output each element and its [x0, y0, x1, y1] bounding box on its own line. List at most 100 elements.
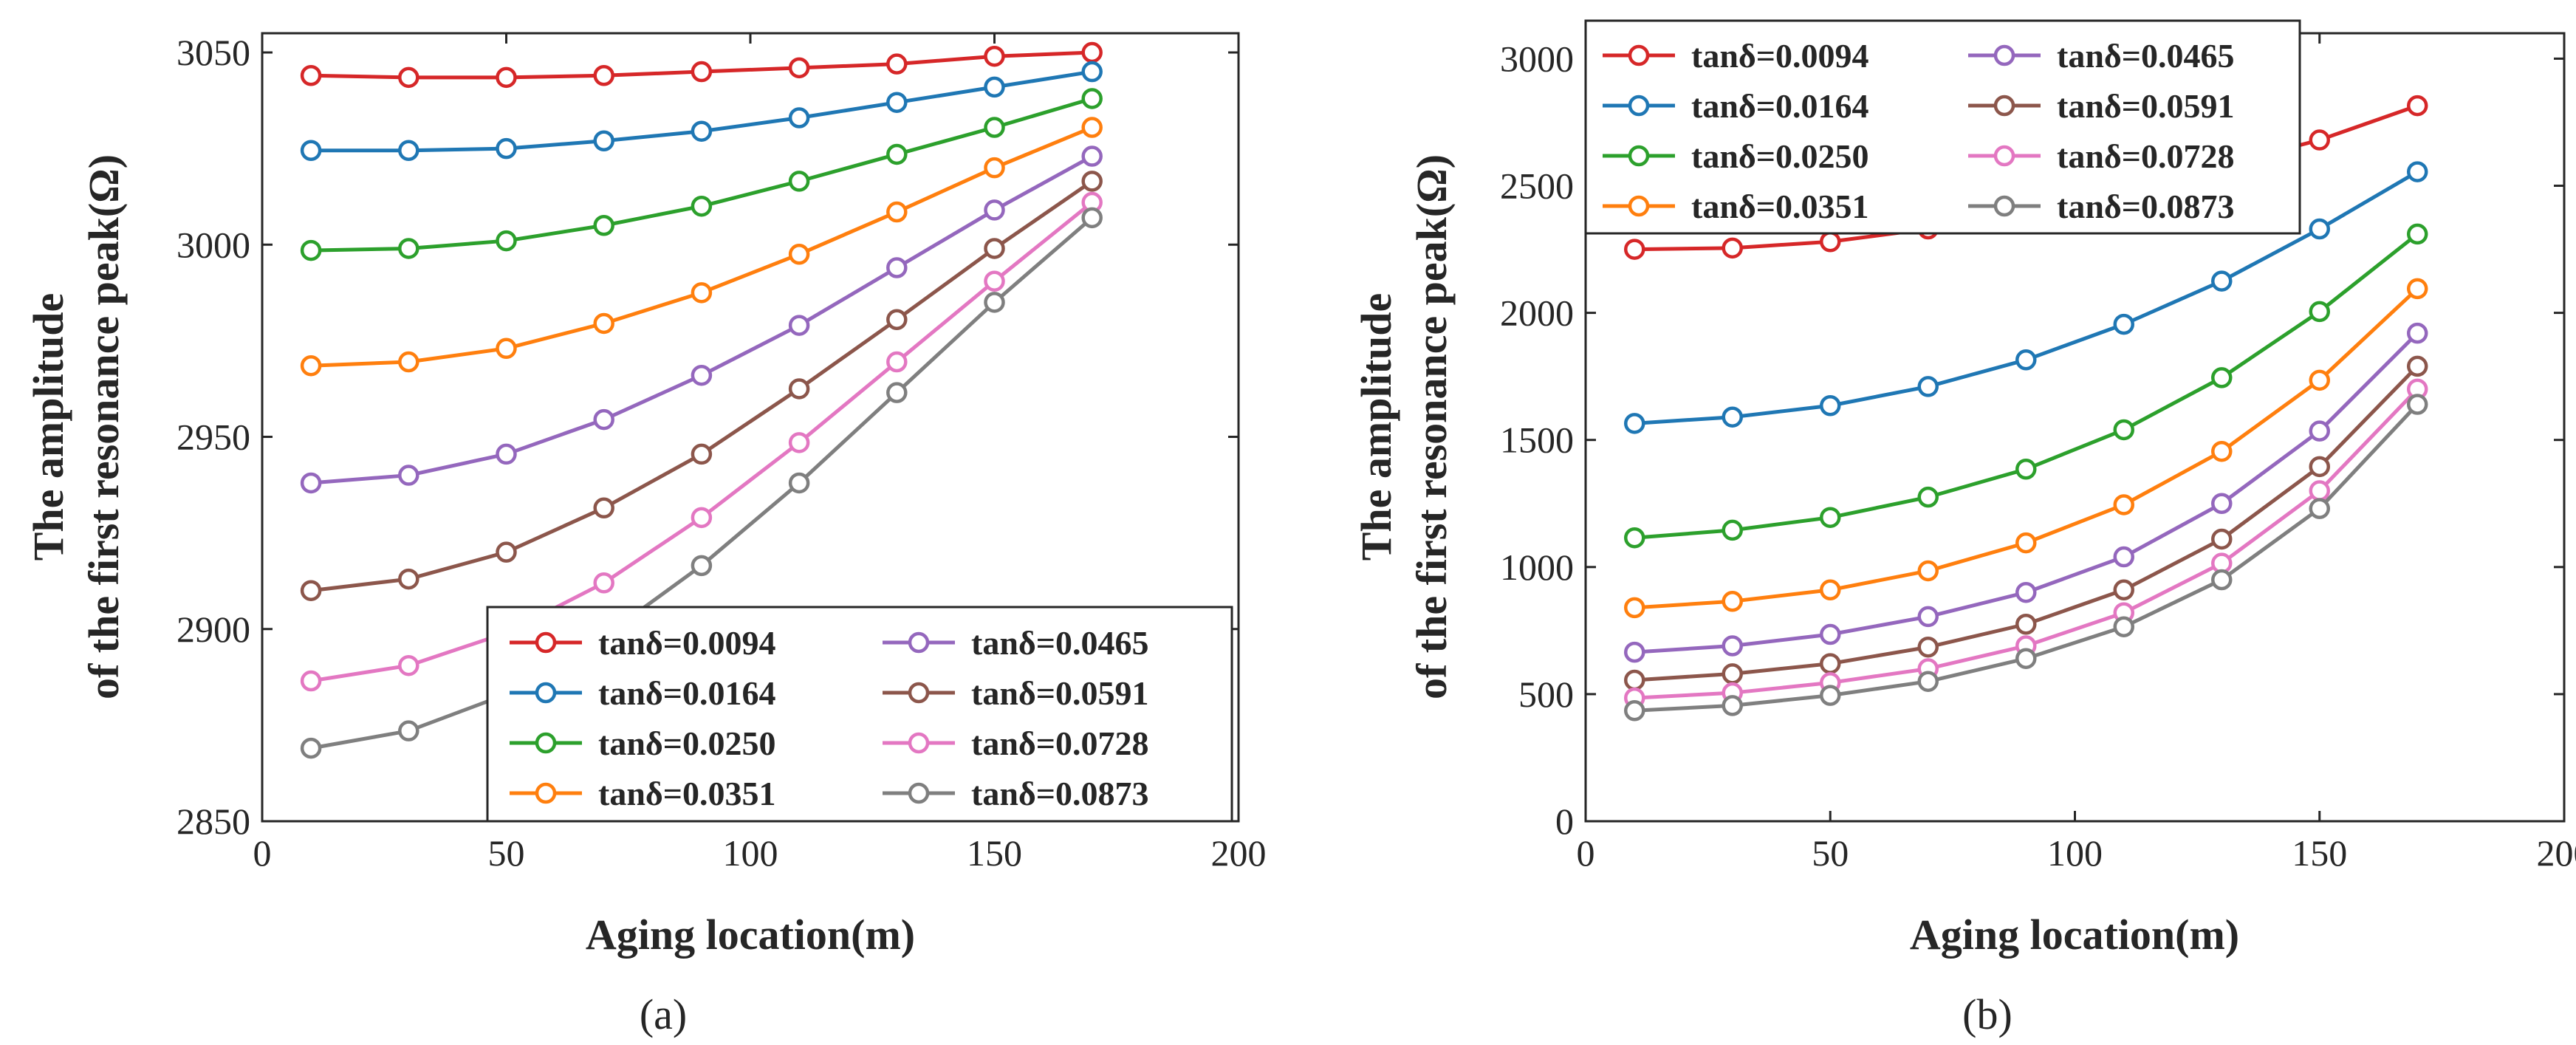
panel-b-data-point	[2211, 440, 2233, 462]
panel-a-data-point	[300, 670, 322, 692]
panel-b-data-point	[1917, 606, 1939, 628]
panel-a-legend-label: tanδ=0.0351	[598, 775, 776, 812]
panel-a-legend-item: tanδ=0.0250	[510, 724, 776, 762]
panel-b-x-tick-label: 0	[1577, 832, 1595, 874]
panel-a-legend-item: tanδ=0.0873	[883, 775, 1149, 812]
panel-a-data-point	[886, 382, 908, 403]
panel-a-data-point	[593, 572, 614, 594]
panel-b-legend-item: tanδ=0.0591	[1968, 87, 2235, 125]
panel-a-legend-marker	[535, 732, 557, 754]
panel-b-data-point	[2407, 394, 2428, 415]
panel-a-data-point	[398, 720, 419, 741]
panel-b-data-point	[1820, 685, 1841, 706]
panel-b-data-point	[1624, 239, 1645, 260]
panel-b-data-point	[2211, 569, 2233, 591]
panel-b-legend-label: tanδ=0.0351	[1691, 188, 1869, 225]
panel-a-x-tick-label: 0	[253, 832, 272, 874]
panel-a-legend-item: tanδ=0.0164	[510, 674, 776, 712]
panel-b-data-point	[2113, 313, 2134, 335]
panel-b-legend-label: tanδ=0.0164	[1691, 87, 1869, 125]
panel-a-legend-item: tanδ=0.0591	[883, 674, 1149, 712]
panel-b-legend-marker	[1628, 44, 1650, 66]
panel-a-legend-box	[486, 606, 1233, 823]
panel-b-data-point	[1722, 695, 1743, 716]
panel-b-data-point	[1820, 653, 1841, 674]
panel-b-x-tick-label: 200	[2537, 832, 2576, 874]
panel-b-data-point	[1917, 636, 1939, 658]
panel-a-data-point	[496, 137, 517, 160]
panel-a-data-point	[496, 338, 517, 360]
panel-a-data-point	[593, 312, 614, 335]
panel-a-legend-item: tanδ=0.0094	[510, 624, 776, 662]
panel-b-legend-item: tanδ=0.0250	[1603, 137, 1869, 175]
panel-b-legend-label: tanδ=0.0250	[1691, 137, 1869, 175]
panel-b-y-tick-label: 1000	[1500, 547, 1574, 588]
panel-a-data-point	[398, 140, 419, 161]
panel-b-legend-marker	[1993, 95, 2015, 117]
panel-b-data-point	[2113, 419, 2134, 441]
panel-a-legend-item: tanδ=0.0351	[510, 775, 776, 812]
panel-a-legend-item: tanδ=0.0465	[883, 624, 1149, 662]
panel-b-data-point	[2113, 616, 2134, 637]
panel-b-data-point	[2309, 218, 2330, 240]
panel-b-data-point	[2211, 270, 2233, 292]
panel-b-legend-box	[1584, 19, 2301, 235]
panel-a-data-point	[886, 92, 908, 113]
panel-b-legend-marker	[1993, 195, 2015, 217]
panel-b-series-2	[1624, 161, 2428, 434]
panel-a-data-point	[788, 472, 810, 494]
panel-a-data-point	[984, 157, 1005, 179]
panel-b-data-point	[1722, 663, 1743, 685]
panel-b-data-point	[2309, 420, 2330, 442]
panel-a-data-point	[398, 66, 419, 89]
panel-a-data-point	[300, 580, 322, 601]
panel-a-data-point	[1081, 171, 1103, 192]
panel-a-legend-marker	[535, 782, 557, 804]
panel-b-legend-marker	[1628, 95, 1650, 117]
panel-b-legend-label: tanδ=0.0094	[1691, 37, 1869, 75]
panel-b-series-6	[1624, 355, 2428, 691]
panel-a-data-point	[398, 465, 419, 486]
panel-a-series-2	[300, 61, 1103, 161]
panel-a-legend-item: tanδ=0.0728	[883, 724, 1149, 762]
panel-a-legend-label: tanδ=0.0728	[971, 724, 1149, 762]
panel-b-data-point	[1722, 635, 1743, 657]
panel-a-data-point	[1081, 61, 1103, 83]
panel-a-data-point	[496, 443, 517, 465]
panel-b-data-point	[2309, 498, 2330, 519]
panel-a-data-point	[886, 143, 908, 165]
panel-b-data-point	[1624, 413, 1645, 434]
panel-a-data-point	[593, 130, 614, 151]
panel-a-data-point	[886, 53, 908, 75]
panel-a-x-tick-label: 200	[1211, 832, 1267, 874]
panel-b-y-tick-label: 0	[1555, 801, 1574, 842]
panel-a-data-point	[496, 230, 517, 252]
panel-a-y-tick-label: 2850	[177, 801, 250, 842]
panel-a-x-tick-label: 50	[488, 832, 525, 874]
panel-b-data-point	[2407, 223, 2428, 245]
panel-a-legend-label: tanδ=0.0164	[598, 674, 776, 712]
panel-b-data-point	[1917, 560, 1939, 582]
panel-b-legend-label: tanδ=0.0591	[2057, 87, 2235, 125]
panel-a-legend-marker	[908, 782, 930, 804]
panel-a-data-point	[886, 257, 908, 278]
panel-b-legend-item: tanδ=0.0873	[1968, 188, 2235, 225]
panel-a-y-tick-label: 3000	[177, 224, 250, 265]
panel-a-ticks: 0 50 100 150 200 2850 2900 2950 3000 3050	[177, 32, 1267, 874]
panel-a-data-point	[984, 270, 1005, 292]
panel-a-series	[300, 41, 1103, 759]
panel-a-data-point	[300, 65, 322, 86]
panel-a-data-point	[593, 214, 614, 236]
panel-b-data-point	[2211, 493, 2233, 515]
panel-a-legend-label: tanδ=0.0873	[971, 775, 1149, 812]
panel-b-data-point	[2211, 367, 2233, 388]
panel-b-data-point	[1820, 507, 1841, 528]
panel-a-data-point	[788, 378, 810, 400]
panel-b-series-3	[1624, 223, 2428, 549]
panel-b-data-point	[2309, 480, 2330, 501]
panel-b-legend-label: tanδ=0.0873	[2057, 188, 2235, 225]
panel-a-data-point	[984, 292, 1005, 313]
panel-b-legend-item: tanδ=0.0351	[1603, 188, 1869, 225]
panel-a-data-point	[398, 568, 419, 590]
panel-b-series-7	[1624, 378, 2428, 709]
